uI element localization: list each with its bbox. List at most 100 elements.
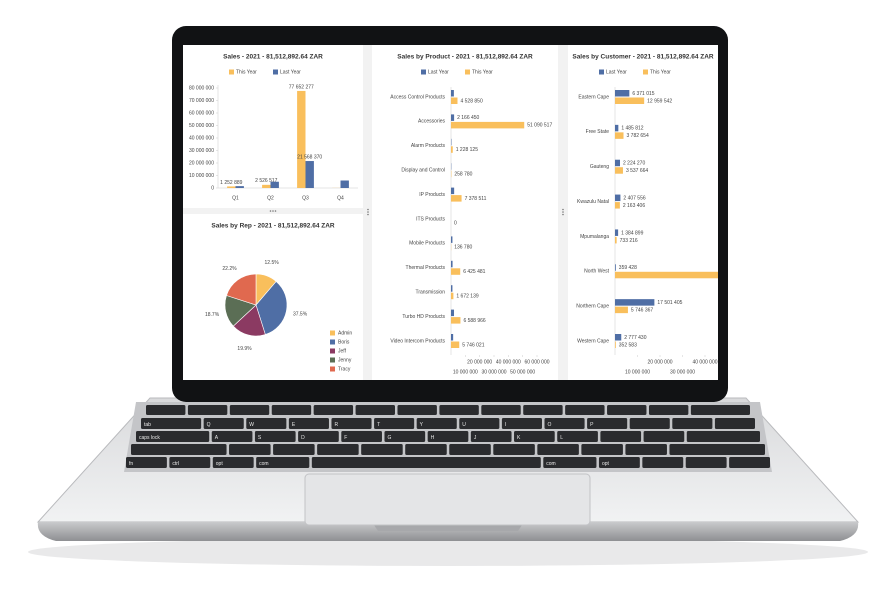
- key[interactable]: [212, 457, 254, 468]
- key-label: W: [249, 422, 254, 428]
- key[interactable]: [229, 405, 270, 415]
- key[interactable]: [146, 405, 186, 415]
- key[interactable]: [672, 418, 713, 429]
- key[interactable]: [537, 444, 579, 455]
- panel: Sales by Product - 2021 - 81,512,892.64 …: [372, 45, 558, 380]
- bar: [615, 167, 623, 174]
- key[interactable]: [355, 405, 395, 415]
- x-tick-label: 20 000 000: [647, 359, 672, 365]
- key[interactable]: [557, 431, 598, 442]
- key[interactable]: [256, 457, 310, 468]
- key[interactable]: [625, 444, 667, 455]
- splitter-handle[interactable]: [272, 210, 274, 212]
- key[interactable]: [514, 431, 555, 442]
- key[interactable]: [384, 431, 426, 442]
- key[interactable]: [131, 444, 227, 455]
- key[interactable]: [211, 431, 253, 442]
- key[interactable]: [341, 431, 382, 442]
- key[interactable]: [598, 457, 640, 468]
- key[interactable]: [311, 457, 541, 468]
- key[interactable]: [416, 418, 457, 429]
- key[interactable]: [331, 418, 372, 429]
- key[interactable]: [449, 444, 491, 455]
- key[interactable]: [397, 405, 437, 415]
- key[interactable]: [685, 457, 727, 468]
- key[interactable]: [374, 418, 415, 429]
- key[interactable]: [470, 431, 512, 442]
- bar: [451, 341, 460, 348]
- key-label: L: [560, 435, 563, 441]
- key[interactable]: [246, 418, 287, 429]
- key[interactable]: [587, 418, 628, 429]
- key[interactable]: [643, 431, 685, 442]
- key-label: P: [590, 422, 594, 428]
- key[interactable]: [729, 457, 770, 468]
- key[interactable]: [313, 405, 354, 415]
- key[interactable]: [690, 405, 750, 415]
- key[interactable]: [642, 457, 684, 468]
- category-label: Mobile Products: [409, 241, 445, 247]
- value-label: 0: [454, 220, 457, 226]
- key[interactable]: [361, 444, 403, 455]
- bar: [451, 114, 455, 121]
- splitter-handle[interactable]: [562, 211, 564, 213]
- key[interactable]: [254, 431, 296, 442]
- key-label: H: [431, 435, 435, 441]
- key[interactable]: [565, 405, 605, 415]
- key[interactable]: [229, 444, 271, 455]
- bar: [451, 195, 462, 202]
- value-label: 21 568 370: [297, 154, 322, 160]
- legend-label: Last Year: [280, 69, 301, 75]
- key[interactable]: [523, 405, 563, 415]
- y-tick-label: 0: [211, 185, 214, 191]
- key[interactable]: [543, 457, 597, 468]
- key[interactable]: [298, 431, 339, 442]
- splitter-handle[interactable]: [367, 213, 369, 216]
- key[interactable]: [427, 431, 469, 442]
- key[interactable]: [501, 418, 542, 429]
- key[interactable]: [169, 457, 211, 468]
- dashboard: Sales - 2021 - 81,512,892.64 ZAR This Yea…: [183, 45, 718, 380]
- key[interactable]: [481, 405, 521, 415]
- key[interactable]: [439, 405, 479, 415]
- bar: [297, 90, 306, 188]
- splitter-handle[interactable]: [367, 208, 369, 211]
- key[interactable]: [648, 405, 689, 415]
- key[interactable]: [600, 431, 642, 442]
- value-label: 3 537 664: [626, 168, 648, 174]
- key[interactable]: [493, 444, 535, 455]
- bar: [615, 264, 616, 271]
- key[interactable]: [669, 444, 765, 455]
- key[interactable]: [203, 418, 244, 429]
- value-label: 359 428: [619, 265, 637, 271]
- value-label: 2 224 270: [623, 161, 645, 167]
- category-label: Access Control Products: [390, 94, 445, 100]
- splitter-handle[interactable]: [562, 208, 564, 211]
- key[interactable]: [714, 418, 755, 429]
- splitter-handle[interactable]: [274, 210, 277, 212]
- x-tick-label: 60 000 000: [524, 359, 549, 365]
- splitter-handle[interactable]: [367, 211, 369, 213]
- bar: [615, 159, 621, 167]
- splitter-handle[interactable]: [562, 213, 564, 216]
- key[interactable]: [686, 431, 760, 442]
- key[interactable]: [459, 418, 500, 429]
- key[interactable]: [273, 444, 315, 455]
- value-label: 1 485 812: [621, 126, 643, 132]
- key[interactable]: [126, 457, 167, 468]
- key[interactable]: [271, 405, 312, 415]
- key[interactable]: [141, 418, 202, 429]
- bar: [615, 202, 620, 209]
- key[interactable]: [629, 418, 670, 429]
- splitter-handle[interactable]: [269, 210, 272, 212]
- key[interactable]: [581, 444, 623, 455]
- y-tick-label: 80 000 000: [189, 85, 214, 91]
- key[interactable]: [544, 418, 585, 429]
- key[interactable]: [607, 405, 647, 415]
- key[interactable]: [187, 405, 228, 415]
- key[interactable]: [136, 431, 210, 442]
- key[interactable]: [288, 418, 329, 429]
- key[interactable]: [317, 444, 359, 455]
- key[interactable]: [405, 444, 447, 455]
